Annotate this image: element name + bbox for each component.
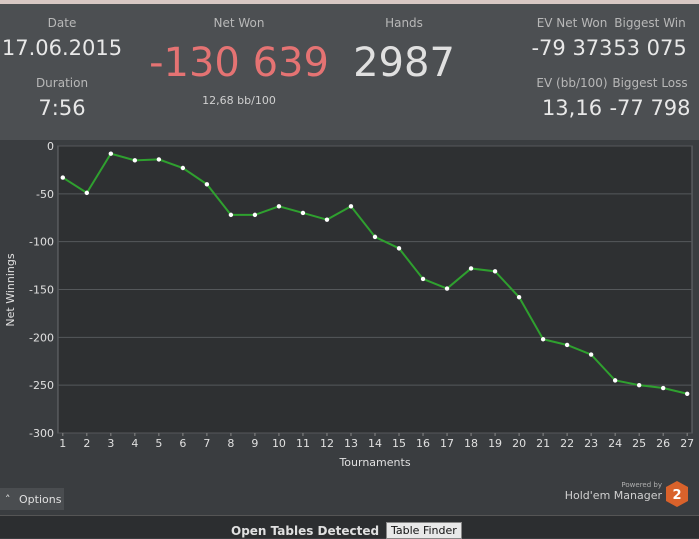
value: -77 798 — [609, 96, 691, 120]
status-bar: Open Tables Detected Table Finder — [0, 515, 699, 539]
x-tick-label: 3 — [107, 437, 114, 450]
point — [540, 337, 546, 342]
y-tick-label: -300 — [29, 427, 54, 440]
x-tick-label: 4 — [131, 437, 138, 450]
x-axis-title: Tournaments — [338, 456, 410, 469]
point — [588, 352, 594, 357]
point — [84, 190, 90, 196]
open-tables: Open Tables Detected — [231, 524, 380, 538]
value: -79 373 — [531, 36, 613, 60]
point — [60, 175, 66, 180]
value: 53 075 — [613, 36, 687, 60]
x-tick-label: 19 — [488, 437, 502, 450]
point — [156, 157, 162, 162]
label: EV (bb/100) — [536, 76, 608, 90]
y-tick-label: -200 — [29, 331, 54, 344]
point — [636, 382, 642, 388]
point — [492, 269, 498, 274]
point — [180, 165, 186, 171]
x-tick-label: 25 — [632, 437, 646, 450]
powered-by: Powered by — [621, 481, 662, 489]
x-tick-label: 9 — [251, 437, 258, 450]
point — [468, 266, 474, 271]
point — [324, 217, 330, 222]
x-tick-label: 20 — [512, 437, 526, 450]
chart: Net Winnings Tournaments ˄ Options Power… — [0, 140, 699, 515]
value: 17.06.2015 — [1, 36, 123, 60]
point — [564, 342, 570, 348]
options-caret: ˄ — [5, 493, 11, 506]
label: EV Net Won — [536, 16, 608, 30]
x-tick-label: 2 — [83, 437, 90, 450]
x-tick-label: 16 — [416, 437, 430, 450]
stats-panel: Date 17.06.2015 Duration 7:56 Net Won -1… — [0, 0, 699, 140]
table-finder-button[interactable]: Table Finder — [386, 522, 462, 539]
x-tick-label: 15 — [392, 437, 406, 450]
point — [612, 378, 618, 383]
net-won: -130 639 — [149, 40, 329, 86]
label: Biggest Win — [614, 16, 686, 30]
x-tick-label: 22 — [560, 437, 574, 450]
x-tick-label: 8 — [227, 437, 234, 450]
point — [276, 204, 282, 209]
x-tick-label: 13 — [344, 437, 358, 450]
x-tick-label: 18 — [464, 437, 478, 450]
y-axis-title: Net Winnings — [4, 253, 17, 326]
y-tick-label: 0 — [47, 140, 54, 153]
x-tick-label: 6 — [179, 437, 186, 450]
label: Biggest Loss — [612, 76, 688, 90]
x-tick-label: 23 — [584, 437, 598, 450]
point — [372, 234, 378, 240]
point — [684, 391, 690, 396]
x-tick-label: 21 — [536, 437, 550, 450]
hands: 2987 — [353, 40, 455, 86]
label: Date — [47, 16, 77, 30]
y-tick-label: -50 — [36, 188, 54, 201]
label: Net Won — [213, 16, 265, 30]
x-tick-label: 14 — [368, 437, 382, 450]
point — [300, 210, 306, 216]
brand-logo — [666, 481, 688, 507]
brand: Hold'em Manager — [565, 489, 663, 502]
point — [444, 286, 450, 291]
label: Duration — [35, 76, 89, 90]
point — [348, 204, 354, 209]
x-tick-label: 5 — [155, 437, 162, 450]
brand-num: 2 — [672, 488, 681, 503]
y-tick-label: -100 — [29, 236, 54, 249]
options-label[interactable]: Options — [19, 493, 62, 506]
x-tick-label: 1 — [59, 437, 66, 450]
x-tick-label: 7 — [203, 437, 210, 450]
point — [252, 212, 258, 218]
point — [108, 151, 114, 156]
y-tick-label: -250 — [29, 379, 54, 392]
x-tick-label: 27 — [680, 437, 694, 450]
x-tick-label: 10 — [272, 437, 286, 450]
bb100: 12,68 bb/100 — [202, 94, 276, 107]
point — [420, 276, 426, 282]
x-tick-label: 12 — [320, 437, 334, 450]
point — [228, 212, 234, 218]
x-tick-label: 26 — [656, 437, 670, 450]
y-tick-label: -150 — [29, 284, 54, 297]
options-button[interactable] — [0, 488, 64, 510]
x-tick-label: 24 — [608, 437, 622, 450]
label: Hands — [385, 16, 423, 30]
point — [660, 385, 666, 391]
point — [204, 182, 210, 187]
x-tick-label: 11 — [296, 437, 310, 450]
point — [396, 246, 402, 251]
value: 7:56 — [38, 96, 86, 120]
point — [132, 158, 138, 163]
value: 13,16 — [541, 96, 603, 120]
x-tick-label: 17 — [440, 437, 454, 450]
point — [516, 294, 522, 300]
